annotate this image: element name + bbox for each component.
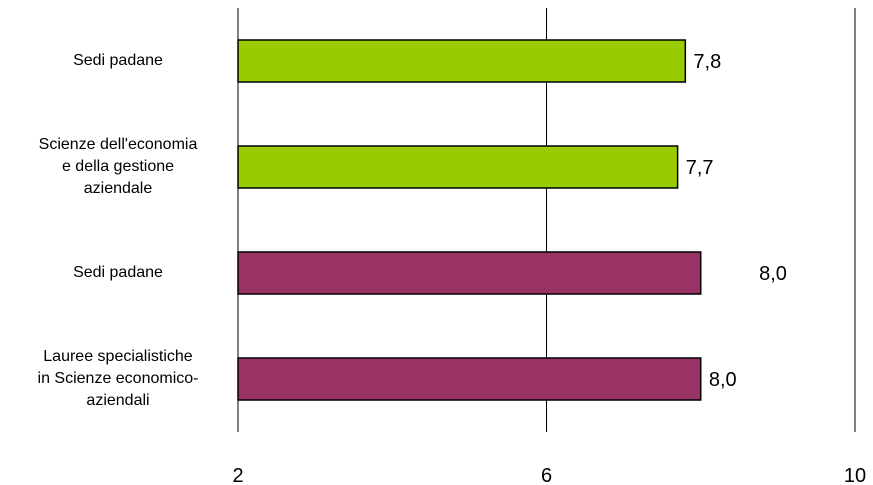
x-tick-label: 10 — [844, 465, 866, 485]
bar — [237, 251, 702, 295]
value-labels: 7,8 7,7 8,0 8,0 — [686, 51, 787, 391]
bar-value-label: 8,0 — [709, 369, 737, 391]
bar — [237, 145, 679, 189]
bar-value-label: 8,0 — [759, 263, 787, 285]
bar — [237, 357, 702, 401]
category-label: Scienze dell'economia e della gestione azi… — [8, 134, 228, 200]
x-tick-label: 2 — [232, 465, 243, 485]
bars — [237, 39, 702, 401]
category-label-line: in Scienze economico- — [37, 370, 199, 387]
category-label-line: Sedi padane — [73, 52, 163, 69]
category-label-line: e della gestione — [61, 158, 175, 175]
bar-value-label: 7,7 — [686, 157, 714, 179]
category-label-line: aziendale — [83, 180, 153, 197]
category-label: Lauree specialistiche in Scienze economic… — [8, 346, 228, 412]
bar — [237, 39, 687, 83]
category-label: Sedi padane — [8, 50, 228, 72]
category-label-line: Sedi padane — [73, 264, 163, 281]
x-tick-labels: 2 6 10 — [232, 465, 866, 485]
category-label-line: aziendali — [86, 392, 150, 409]
category-label-line: Lauree specialistiche — [43, 348, 193, 365]
bar-value-label: 7,8 — [693, 51, 721, 73]
category-label-line: Scienze dell'economia — [38, 136, 198, 153]
x-tick-label: 6 — [541, 465, 552, 485]
category-label: Sedi padane — [8, 262, 228, 284]
